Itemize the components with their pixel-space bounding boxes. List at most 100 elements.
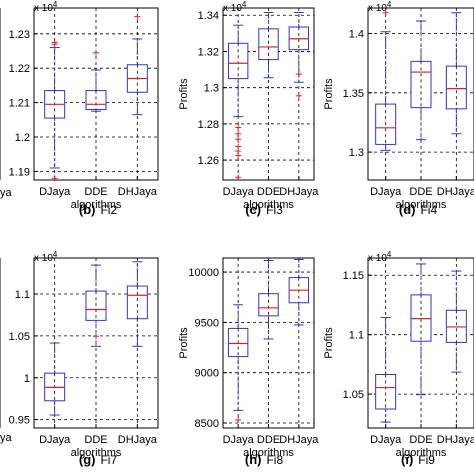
y-tick-label: 10000 bbox=[188, 267, 219, 279]
outlier-point bbox=[295, 71, 302, 78]
outlier-point bbox=[235, 416, 242, 423]
caption-letter: (d) bbox=[399, 202, 416, 217]
outlier-point bbox=[235, 143, 242, 150]
caption-letter: (g) bbox=[79, 452, 96, 467]
multiplier-exponent: 4 bbox=[387, 0, 392, 9]
caption-letter: (h) bbox=[245, 452, 262, 467]
y-axis-multiplier: x 104 bbox=[368, 0, 392, 14]
multiplier-base: x 10 bbox=[368, 253, 387, 264]
y-axis-multiplier: x 104 bbox=[34, 0, 58, 14]
caption-name: Fi2 bbox=[100, 203, 117, 217]
y-tick-label: 9000 bbox=[195, 368, 219, 380]
outlier-point bbox=[134, 13, 141, 20]
y-tick-label: 1.23 bbox=[9, 29, 30, 41]
x-tick-label-dhjaya: DHJaya bbox=[118, 434, 158, 446]
multiplier-exponent: 4 bbox=[387, 250, 392, 259]
panel-caption: (d) Fi4 bbox=[399, 202, 438, 217]
y-tick-label: 0.95 bbox=[9, 415, 30, 427]
caption-letter: (c) bbox=[245, 202, 261, 217]
panel-caption: (i) Fi9 bbox=[401, 452, 435, 467]
box-dhjaya bbox=[288, 12, 310, 99]
box-iqr bbox=[375, 374, 397, 410]
x-axis-label: algorithms bbox=[243, 199, 294, 211]
caption-name: Fi3 bbox=[266, 203, 283, 217]
outlier-point bbox=[235, 136, 242, 143]
caption-letter: (b) bbox=[79, 202, 96, 217]
box-dde bbox=[85, 49, 107, 112]
chart-panel-c: 1.26 1.28 1.3 1.32 1.34 DJaya DDE DHJayaalgorit… bbox=[178, 0, 319, 217]
y-tick-label: 1.2 bbox=[15, 132, 30, 144]
y-tick-label: 1.05 bbox=[343, 389, 364, 401]
caption-name: Fi9 bbox=[418, 453, 435, 467]
panel-caption: (g) Fi7 bbox=[79, 452, 118, 467]
y-tick-label: 1.05 bbox=[9, 331, 30, 343]
multiplier-exponent: 4 bbox=[53, 250, 58, 259]
x-tick-label-dhjaya: DHJaya bbox=[279, 434, 319, 446]
x-tick-label-dhjaya: DHJaya bbox=[279, 186, 319, 198]
y-tick-label: 1.3 bbox=[349, 147, 364, 159]
box-dhjaya bbox=[445, 12, 467, 135]
outlier-point bbox=[235, 130, 242, 137]
x-axis-label: algorithms bbox=[71, 199, 122, 211]
y-tick-label: 1.3 bbox=[204, 83, 219, 95]
x-tick-label-dhjaya: DHJaya bbox=[437, 186, 474, 198]
x-tick-label-dhjaya: DHJaya bbox=[437, 434, 474, 446]
y-axis-label: Profits bbox=[323, 78, 335, 110]
y-tick-label: 1.21 bbox=[9, 98, 30, 110]
y-tick-label: 1.28 bbox=[198, 119, 219, 131]
outlier-point bbox=[235, 124, 242, 131]
y-tick-label: 1.15 bbox=[343, 270, 364, 282]
caption-name: Fi4 bbox=[420, 203, 437, 217]
y-tick-label: 1 bbox=[24, 373, 30, 385]
caption-letter: (i) bbox=[401, 452, 413, 467]
y-axis-multiplier: x 104 bbox=[368, 250, 392, 264]
box-djaya bbox=[227, 24, 249, 181]
panel-caption: (h) Fi8 bbox=[245, 452, 284, 467]
y-axis-multiplier: x 104 bbox=[34, 250, 58, 264]
box-dde bbox=[410, 20, 432, 141]
panel-caption: (c) Fi3 bbox=[245, 202, 283, 217]
x-tick-label-djaya: DJaya bbox=[39, 186, 71, 198]
y-tick-label: 1.35 bbox=[343, 88, 364, 100]
y-tick-label: 1.34 bbox=[198, 10, 219, 22]
y-tick-label: 8500 bbox=[195, 418, 219, 430]
outlier-point bbox=[93, 49, 99, 56]
multiplier-exponent: 4 bbox=[242, 0, 247, 9]
outlier-point bbox=[235, 174, 242, 181]
x-tick-label-djaya: DJaya bbox=[39, 434, 71, 446]
y-tick-label: 1.19 bbox=[9, 166, 30, 178]
x-axis-label: algorithms bbox=[396, 447, 447, 459]
multiplier-base: x 10 bbox=[34, 253, 53, 264]
box-dde bbox=[85, 264, 107, 347]
y-tick-label: 1.1 bbox=[15, 289, 30, 301]
caption-name: Fi8 bbox=[266, 453, 283, 467]
y-axis-multiplier: x 104 bbox=[223, 0, 247, 14]
x-axis-label: algorithms bbox=[71, 447, 122, 459]
x-tick-label-djaya: DJaya bbox=[223, 186, 255, 198]
box-dhjaya bbox=[126, 261, 148, 347]
multiplier-base: x 10 bbox=[34, 3, 53, 14]
y-axis-label: Profits bbox=[178, 78, 190, 110]
outlier-point bbox=[382, 9, 389, 16]
box-djaya bbox=[375, 316, 397, 423]
y-tick-label: 1.32 bbox=[198, 46, 219, 58]
box-djaya bbox=[227, 304, 249, 423]
x-tick-label-dde: DDE bbox=[84, 186, 107, 198]
box-djaya bbox=[375, 9, 397, 151]
box-djaya bbox=[44, 39, 66, 182]
x-tick-label-dde: DDE bbox=[84, 434, 107, 446]
x-axis-label: algorithms bbox=[243, 447, 294, 459]
multiplier-base: x 10 bbox=[368, 3, 387, 14]
box-dhjaya bbox=[445, 270, 467, 373]
chart-panel-b: 1.19 1.2 1.21 1.22 1.23 DJaya DDE DHJayaalgorit… bbox=[0, 0, 159, 217]
x-tick-label-djaya: DJaya bbox=[370, 434, 402, 446]
x-tick-label-djaya: DJaya bbox=[223, 434, 255, 446]
multiplier-base: x 10 bbox=[223, 3, 242, 14]
x-axis-label: algorithms bbox=[396, 199, 447, 211]
box-dde bbox=[258, 12, 279, 79]
partial-xtick-bottom: ya bbox=[0, 432, 13, 444]
box-dhjaya bbox=[288, 259, 310, 326]
